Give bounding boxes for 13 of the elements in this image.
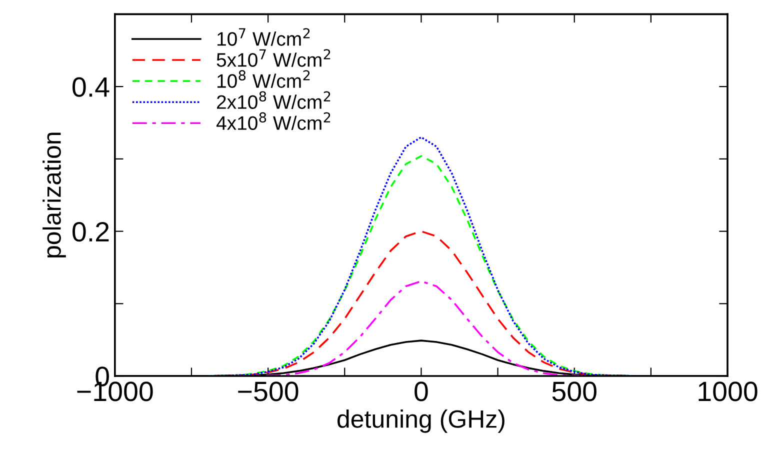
x-axis-title: detuning (GHz)	[338, 410, 504, 433]
legend-label: 10$^{8}$ W/cm$^{2}$	[218, 70, 310, 88]
y-tick-label: 0.2	[72, 222, 109, 242]
legend-label: 4x10$^{8}$ W/cm$^{2}$	[216, 112, 330, 130]
y-tick-label: 0.4	[72, 77, 110, 97]
legend-label: 5x10$^{7}$ W/cm$^{2}$	[216, 49, 330, 67]
x-tick-label: −500	[238, 382, 298, 402]
x-tick-label: 0	[414, 382, 428, 402]
x-tick-label: 500	[552, 382, 596, 402]
legend-label: 2x10$^{8}$ W/cm$^{2}$	[217, 91, 330, 109]
y-axis-title: polarization	[42, 132, 66, 258]
x-tick-label: 1000	[698, 382, 758, 402]
legend-label: 10$^{7}$ W/cm$^{2}$	[218, 28, 310, 46]
